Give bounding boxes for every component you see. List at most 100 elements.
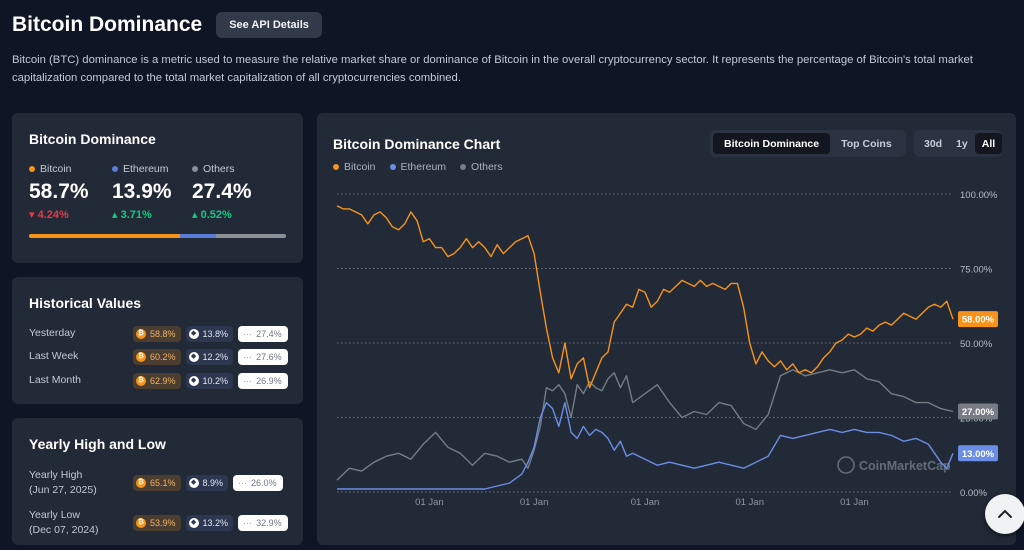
chart-view-tabs: Bitcoin Dominance Top Coins: [710, 130, 906, 157]
y-tick-label: 100.00%: [960, 190, 998, 201]
dominance-share-bar: [29, 234, 286, 238]
bitcoin-pill: ₿ 60.2%: [133, 348, 181, 365]
ethereum-pill: ◆ 8.9%: [185, 475, 229, 491]
row-label: Last Month: [29, 374, 81, 386]
scroll-to-top-button[interactable]: [985, 494, 1024, 534]
end-value-label-bitcoin: 58.00%: [958, 311, 998, 328]
dominance-label: Others: [203, 163, 235, 175]
time-range-selector: 30d 1y All: [914, 130, 1003, 157]
others-pill: ··· 27.4%: [238, 325, 289, 342]
ethereum-icon: ◆: [188, 328, 199, 339]
value-pills: ₿ 58.8% ◆ 13.8% ··· 27.4%: [133, 325, 293, 342]
tab-bitcoin-dominance[interactable]: Bitcoin Dominance: [713, 133, 831, 154]
bitcoin-dot-icon: [333, 164, 339, 170]
end-value-label-others: 27.00%: [958, 403, 998, 420]
watermark-text: CoinMarketCap: [859, 459, 951, 473]
end-label-background: [958, 403, 998, 420]
dots-icon: ···: [243, 518, 253, 528]
ethereum-dot-icon: [112, 166, 118, 172]
value-pills: ₿ 53.9% ◆ 13.2% ··· 32.9%: [133, 515, 293, 531]
legend-item-bitcoin[interactable]: Bitcoin: [333, 161, 376, 173]
page-header: Bitcoin Dominance See API Details: [12, 12, 322, 38]
series-line-bitcoin[interactable]: [336, 205, 954, 389]
ethereum-icon: ◆: [188, 351, 199, 362]
tab-top-coins[interactable]: Top Coins: [841, 137, 892, 150]
dominance-value: 13.9%: [112, 180, 172, 203]
x-tick-label: 01 Jan: [520, 497, 549, 508]
y-tick-label: 50.00%: [960, 339, 993, 350]
dominance-change: ▴ 0.52%: [192, 209, 232, 221]
others-pill: ··· 26.0%: [233, 475, 284, 491]
end-label-text: 58.00%: [962, 315, 995, 326]
bitcoin-pill: ₿ 62.9%: [133, 372, 181, 389]
ethereum-pill: ◆ 12.2%: [185, 348, 234, 365]
row-label: Yesterday: [29, 327, 76, 339]
value-pills: ₿ 65.1% ◆ 8.9% ··· 26.0%: [133, 475, 288, 491]
dominance-card-title: Bitcoin Dominance: [29, 131, 156, 147]
range-all[interactable]: All: [974, 133, 1003, 154]
range-30d[interactable]: 30d: [924, 137, 943, 150]
row-date: (Dec 07, 2024): [29, 524, 99, 536]
end-value-label-ethereum: 13.00%: [958, 445, 998, 462]
chevron-up-icon: [998, 509, 1012, 518]
dots-icon: ···: [243, 328, 253, 339]
x-tick-label: 01 Jan: [735, 497, 764, 508]
series-line-ethereum[interactable]: [337, 401, 954, 490]
dominance-value: 58.7%: [29, 180, 89, 203]
y-tick-label: 0.00%: [960, 488, 987, 499]
value-pills: ₿ 62.9% ◆ 10.2% ··· 26.9%: [133, 372, 293, 389]
bitcoin-icon: ₿: [136, 351, 146, 362]
dominance-item-bitcoin: Bitcoin 58.7% ▾ 4.24%: [29, 163, 119, 221]
share-segment-bitcoin: [29, 234, 180, 238]
row-label: Yearly Low (Dec 07, 2024): [29, 509, 99, 536]
dominance-item-ethereum: Ethereum 13.9% ▴ 3.71%: [112, 163, 202, 221]
dominance-item-others: Others 27.4% ▴ 0.52%: [192, 163, 282, 221]
ethereum-icon: ◆: [188, 375, 199, 386]
dominance-card: Bitcoin Dominance Bitcoin 58.7% ▾ 4.24% …: [12, 113, 303, 263]
dominance-change: ▾ 4.24%: [29, 209, 69, 221]
ethereum-icon: ◆: [188, 518, 199, 528]
yearly-high-low-card: Yearly High and Low Yearly High (Jun 27, …: [12, 418, 303, 545]
page-description: Bitcoin (BTC) dominance is a metric used…: [12, 54, 973, 84]
bitcoin-dot-icon: [29, 166, 35, 172]
x-tick-label: 01 Jan: [631, 497, 660, 508]
bitcoin-pill: ₿ 65.1%: [133, 475, 181, 491]
range-1y[interactable]: 1y: [956, 137, 968, 150]
x-tick-label: 01 Jan: [415, 497, 444, 508]
bitcoin-icon: ₿: [136, 328, 146, 339]
dominance-label: Bitcoin: [40, 163, 72, 175]
dots-icon: ···: [238, 478, 248, 488]
bitcoin-pill: ₿ 58.8%: [133, 325, 181, 342]
legend-item-others[interactable]: Others: [460, 161, 503, 173]
y-tick-label: 75.00%: [960, 265, 993, 276]
row-label: Last Week: [29, 350, 79, 362]
bitcoin-icon: ₿: [136, 375, 146, 386]
bitcoin-icon: ₿: [136, 518, 146, 528]
series-line-others[interactable]: [336, 369, 954, 481]
yearly-high-low-title: Yearly High and Low: [29, 436, 166, 452]
x-tick-label: 01 Jan: [840, 497, 869, 508]
caret-up-icon: ▴: [192, 209, 201, 221]
see-api-details-button[interactable]: See API Details: [216, 12, 322, 38]
value-pills: ₿ 60.2% ◆ 12.2% ··· 27.6%: [133, 348, 293, 365]
coinmarketcap-watermark: CoinMarketCap: [837, 456, 951, 474]
ethereum-pill: ◆ 13.2%: [185, 515, 234, 531]
bitcoin-icon: ₿: [136, 478, 146, 488]
dominance-change: ▴ 3.71%: [112, 209, 152, 221]
ethereum-pill: ◆ 13.8%: [185, 325, 234, 342]
ethereum-icon: ◆: [188, 478, 199, 488]
chart-title: Bitcoin Dominance Chart: [333, 136, 501, 152]
share-segment-others: [215, 234, 286, 238]
caret-down-icon: ▾: [29, 209, 38, 221]
value-row: Yesterday ₿ 58.8% ◆ 13.8% ··· 27.4%: [29, 325, 289, 342]
legend-item-ethereum[interactable]: Ethereum: [389, 161, 446, 173]
historical-values-title: Historical Values: [29, 295, 142, 311]
bitcoin-pill: ₿ 53.9%: [133, 515, 181, 531]
end-label-text: 13.00%: [962, 449, 995, 460]
others-pill: ··· 27.6%: [238, 348, 289, 365]
value-row: Last Week ₿ 60.2% ◆ 12.2% ··· 27.6%: [29, 348, 289, 365]
end-label-background: [958, 311, 998, 328]
historical-values-card: Historical Values Yesterday ₿ 58.8% ◆ 13.8% ·…: [12, 277, 303, 404]
